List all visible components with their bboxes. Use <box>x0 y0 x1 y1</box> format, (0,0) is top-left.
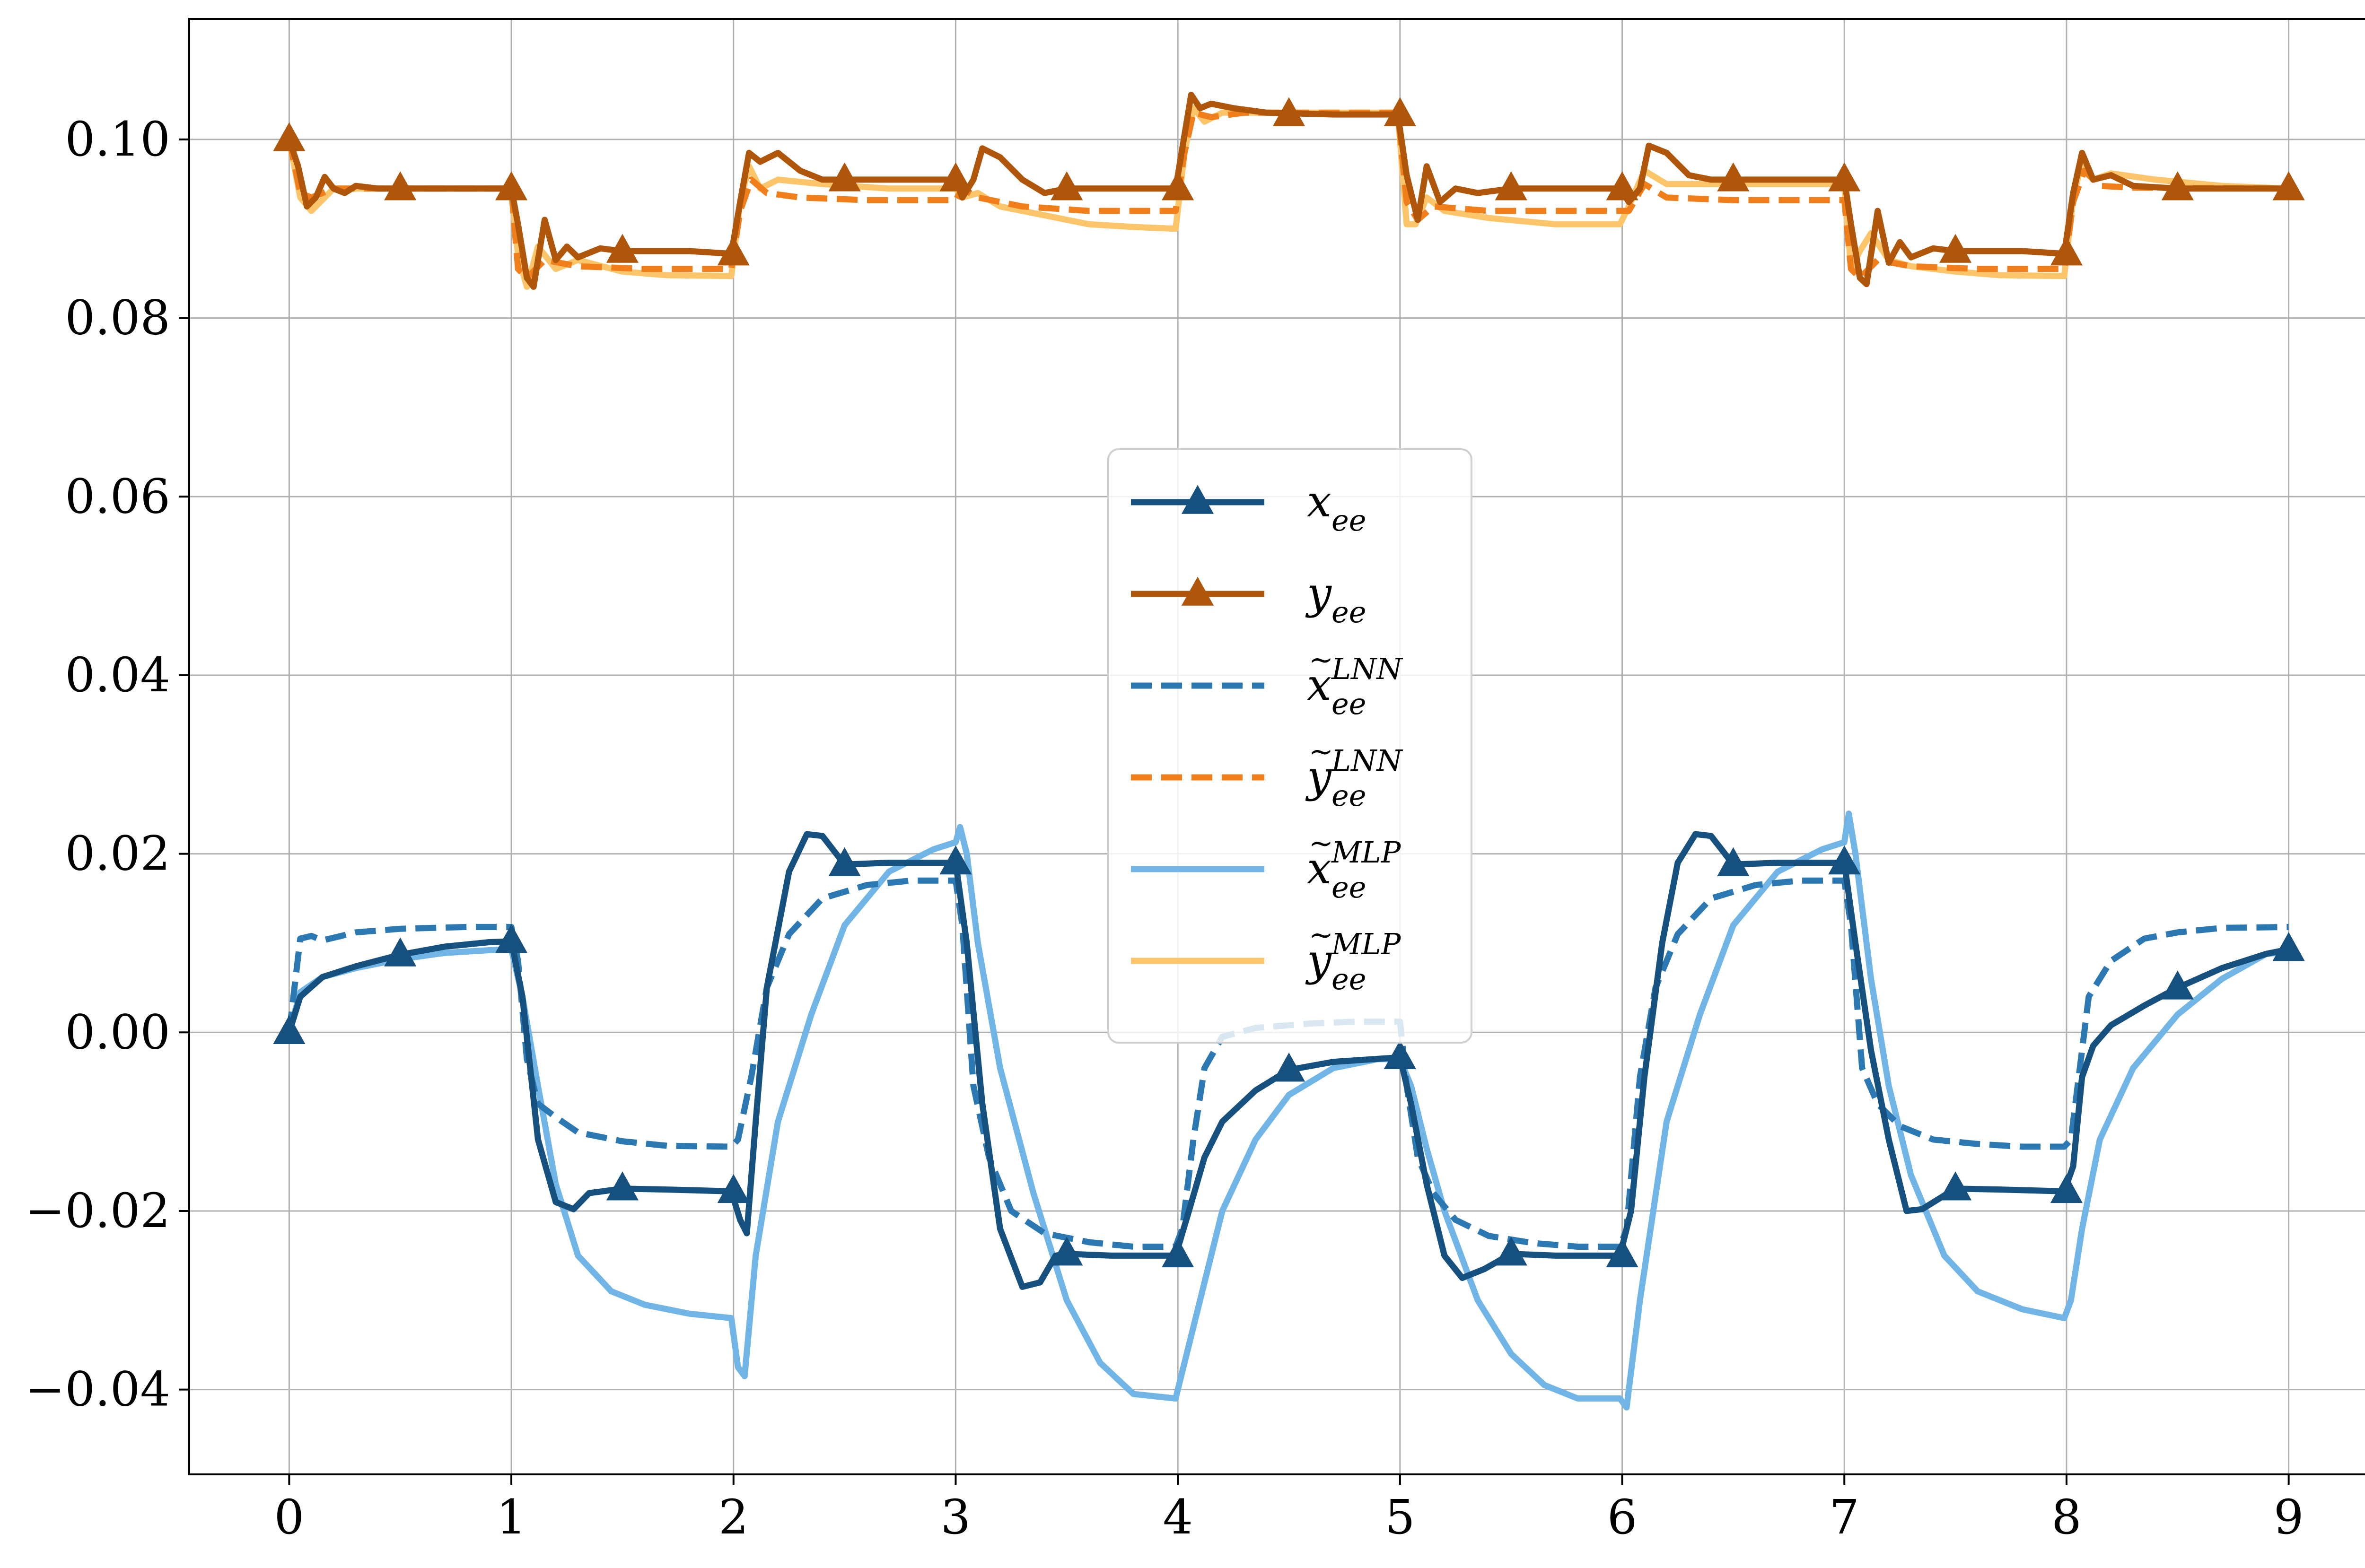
x-tick-label: 7 <box>1829 1490 1859 1545</box>
marker-y_ee-10 <box>1384 97 1416 126</box>
marker-y_ee-14 <box>1828 162 1861 192</box>
legend-sub-x_lnn: ee <box>1331 687 1366 721</box>
legend-box <box>1107 448 1472 1044</box>
y-tick-label: 0.04 <box>65 647 170 703</box>
marker-x_ee-10 <box>1384 1040 1416 1069</box>
y-tick-label: 0.06 <box>65 469 170 524</box>
legend-tilde: ~ <box>1309 734 1333 768</box>
marker-x_ee-8 <box>1162 1238 1194 1268</box>
legend-label-x_lnn: x <box>1307 660 1331 710</box>
marker-x_ee-5 <box>828 847 861 876</box>
marker-y_ee-8 <box>1162 171 1194 200</box>
marker-x_ee-11 <box>1495 1237 1527 1266</box>
legend-sub-y_lnn: ee <box>1331 778 1366 813</box>
marker-x_ee-9 <box>1272 1053 1305 1082</box>
marker-x_ee-0 <box>273 1015 306 1045</box>
y-tick-label: −0.02 <box>26 1183 170 1238</box>
marker-y_ee-0 <box>273 122 306 151</box>
marker-x_ee-15 <box>1939 1171 1972 1201</box>
marker-x_ee-18 <box>2272 932 2305 961</box>
x-tick-label: 8 <box>2051 1490 2082 1545</box>
x-tick-label: 9 <box>2274 1490 2304 1545</box>
legend-marker-y_ee <box>1181 576 1214 606</box>
marker-x_ee-1 <box>384 937 417 967</box>
legend-sub-y_ee: ee <box>1331 595 1366 629</box>
legend-sup-y_lnn: LNN <box>1331 743 1403 778</box>
series-line-y_mlp <box>286 105 2289 290</box>
plot-frame <box>188 18 2365 1475</box>
legend-tilde: ~ <box>1309 917 1333 952</box>
marker-x_ee-4 <box>717 1174 750 1203</box>
legend-item-y_ee: y ee <box>1131 568 1366 629</box>
marker-x_ee-6 <box>939 845 972 875</box>
legend-label-x_mlp: x <box>1307 843 1331 894</box>
series-lines <box>273 92 2305 1411</box>
x-tick-label: 1 <box>496 1490 526 1545</box>
marker-x_ee-3 <box>606 1171 639 1201</box>
marker-x_ee-13 <box>1717 847 1750 876</box>
legend-marker-x_ee <box>1181 485 1214 514</box>
legend-item-x_ee: x ee <box>1131 476 1366 538</box>
marker-y_ee-7 <box>1051 171 1083 200</box>
marker-x_ee-7 <box>1051 1237 1083 1266</box>
y-tick-label: 0.10 <box>65 112 170 167</box>
marker-y_ee-5 <box>828 162 861 192</box>
series-line-x_ee <box>286 831 2289 1290</box>
marker-y_ee-3 <box>606 234 639 263</box>
marker-y_ee-4 <box>717 236 750 266</box>
marker-y_ee-2 <box>495 171 528 200</box>
marker-y_ee-16 <box>2050 236 2083 266</box>
y-tick-label: 0.00 <box>65 1004 170 1060</box>
x-tick-label: 6 <box>1607 1490 1638 1545</box>
marker-x_ee-2 <box>495 924 528 953</box>
marker-x_ee-17 <box>2161 970 2194 1000</box>
marker-y_ee-12 <box>1606 171 1638 200</box>
axis-ticks: 0 1 2 3 4 5 6 7 8 9 −0.04 −0.02 0.00 0.02 0.04 0.06 0.08… <box>26 112 2304 1545</box>
legend-sup-x_lnn: LNN <box>1331 652 1403 686</box>
legend-tilde: ~ <box>1309 826 1333 860</box>
marker-x_ee-16 <box>2050 1174 2083 1203</box>
series-line-x_mlp <box>286 810 2289 1411</box>
legend-sub-x_ee: ee <box>1331 503 1366 538</box>
marker-y_ee-13 <box>1717 162 1750 192</box>
marker-y_ee-6 <box>939 162 972 192</box>
series-line-x_lnn <box>286 877 2289 1250</box>
legend-label-y_lnn: y <box>1305 751 1332 802</box>
marker-y_ee-9 <box>1272 97 1305 126</box>
legend-label-x_ee: x <box>1307 476 1331 527</box>
x-tick-label: 0 <box>274 1490 305 1545</box>
x-tick-label: 5 <box>1385 1490 1415 1545</box>
marker-y_ee-18 <box>2272 171 2305 200</box>
legend-label-y_ee: y <box>1305 568 1332 618</box>
legend-sup-y_mlp: MLP <box>1331 927 1401 961</box>
x-tick-label: 4 <box>1163 1490 1193 1545</box>
marker-y_ee-15 <box>1939 234 1972 263</box>
legend-sub-y_mlp: ee <box>1331 962 1366 996</box>
series-line-y_ee <box>286 92 2289 290</box>
y-tick-label: 0.08 <box>65 290 170 346</box>
y-tick-label: −0.04 <box>26 1362 170 1417</box>
x-tick-label: 2 <box>718 1490 749 1545</box>
legend-label-y_mlp: y <box>1305 935 1332 985</box>
marker-y_ee-17 <box>2161 171 2194 200</box>
marker-y_ee-1 <box>384 171 417 200</box>
legend-tilde: ~ <box>1309 642 1333 677</box>
x-tick-label: 3 <box>941 1490 971 1545</box>
y-tick-label: 0.02 <box>65 826 170 881</box>
legend-sup-x_mlp: MLP <box>1331 835 1401 870</box>
marker-x_ee-14 <box>1828 845 1861 875</box>
legend-sub-x_mlp: ee <box>1331 870 1366 905</box>
marker-y_ee-11 <box>1495 171 1527 200</box>
marker-x_ee-12 <box>1606 1238 1638 1268</box>
